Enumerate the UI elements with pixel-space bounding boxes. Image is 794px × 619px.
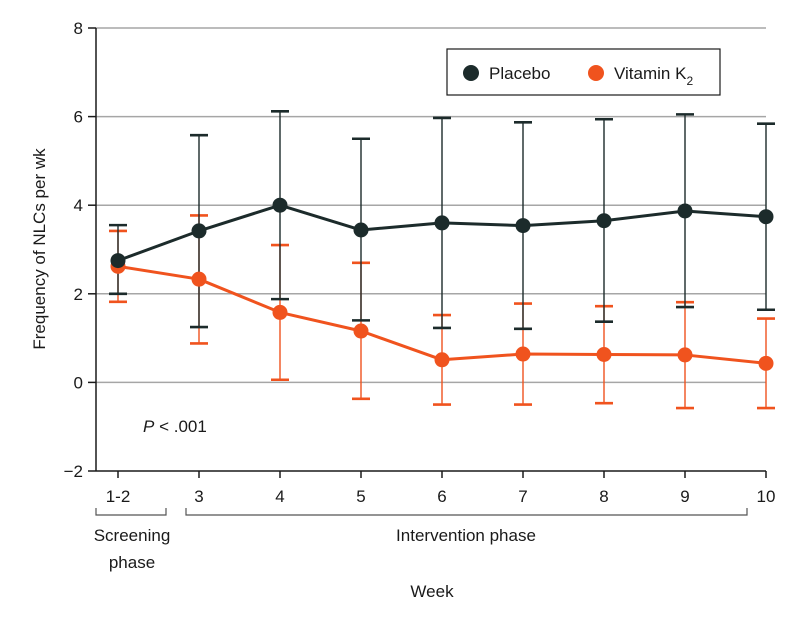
x-tick-label-6: 8	[599, 487, 608, 506]
x-tick-label-2: 4	[275, 487, 284, 506]
series-layer	[109, 109, 775, 410]
legend-label-vitamin-k2-main: Vitamin K	[614, 64, 687, 83]
x-tick-label-8: 10	[757, 487, 776, 506]
y-tick-label-3: 4	[74, 196, 83, 215]
x-tick-label-0: 1-2	[106, 487, 131, 506]
x-axis-title: Week	[410, 582, 454, 601]
label-layer: −2 0 2 4 6 8 1-2 3 4 5 6 7 8 9 10	[64, 19, 776, 506]
screening-phase-bracket	[95, 508, 167, 516]
data-point-vitamin-k2-8	[758, 355, 774, 371]
p-value-annotation: P < .001	[143, 417, 207, 436]
legend: Placebo Vitamin K2	[446, 48, 721, 96]
data-point-placebo-7	[677, 203, 693, 219]
screening-phase-label-line2: phase	[109, 553, 155, 572]
data-point-vitamin-k2-5	[515, 346, 531, 362]
data-point-placebo-3	[353, 222, 369, 238]
x-tick-label-4: 6	[437, 487, 446, 506]
y-tick-label-1: 0	[74, 373, 83, 392]
data-point-vitamin-k2-2	[272, 304, 288, 320]
legend-marker-vitamin-k2	[588, 65, 604, 81]
y-tick-label-0: −2	[64, 462, 83, 481]
x-tick-label-7: 9	[680, 487, 689, 506]
y-tick-label-5: 8	[74, 19, 83, 38]
data-point-placebo-6	[596, 213, 612, 229]
p-value-italic-p: P	[143, 417, 155, 436]
x-tick-label-3: 5	[356, 487, 365, 506]
axis-layer	[88, 27, 767, 516]
intervention-phase-bracket	[185, 508, 748, 516]
data-point-vitamin-k2-1	[191, 271, 207, 287]
screening-phase-label-line1: Screening	[94, 526, 171, 545]
data-point-vitamin-k2-4	[434, 352, 450, 368]
data-point-placebo-0	[110, 253, 126, 269]
data-point-placebo-8	[758, 209, 774, 225]
legend-label-vitamin-k2: Vitamin K2	[614, 64, 693, 88]
legend-label-placebo: Placebo	[489, 64, 550, 83]
data-point-placebo-4	[434, 215, 450, 231]
data-point-vitamin-k2-6	[596, 346, 612, 362]
x-tick-label-1: 3	[194, 487, 203, 506]
data-point-placebo-1	[191, 223, 207, 239]
data-point-placebo-5	[515, 218, 531, 234]
intervention-phase-label: Intervention phase	[396, 526, 536, 545]
y-tick-label-2: 2	[74, 285, 83, 304]
data-point-vitamin-k2-7	[677, 347, 693, 363]
x-tick-label-5: 7	[518, 487, 527, 506]
legend-box	[446, 48, 721, 96]
legend-marker-placebo	[463, 65, 479, 81]
p-value-rest: < .001	[154, 417, 206, 436]
data-point-placebo-2	[272, 197, 288, 213]
y-tick-label-4: 6	[74, 108, 83, 127]
grid-layer	[96, 27, 766, 384]
y-axis-title: Frequency of NLCs per wk	[30, 148, 49, 350]
legend-label-vitamin-k2-subscript: 2	[686, 74, 693, 88]
data-point-vitamin-k2-3	[353, 323, 369, 339]
